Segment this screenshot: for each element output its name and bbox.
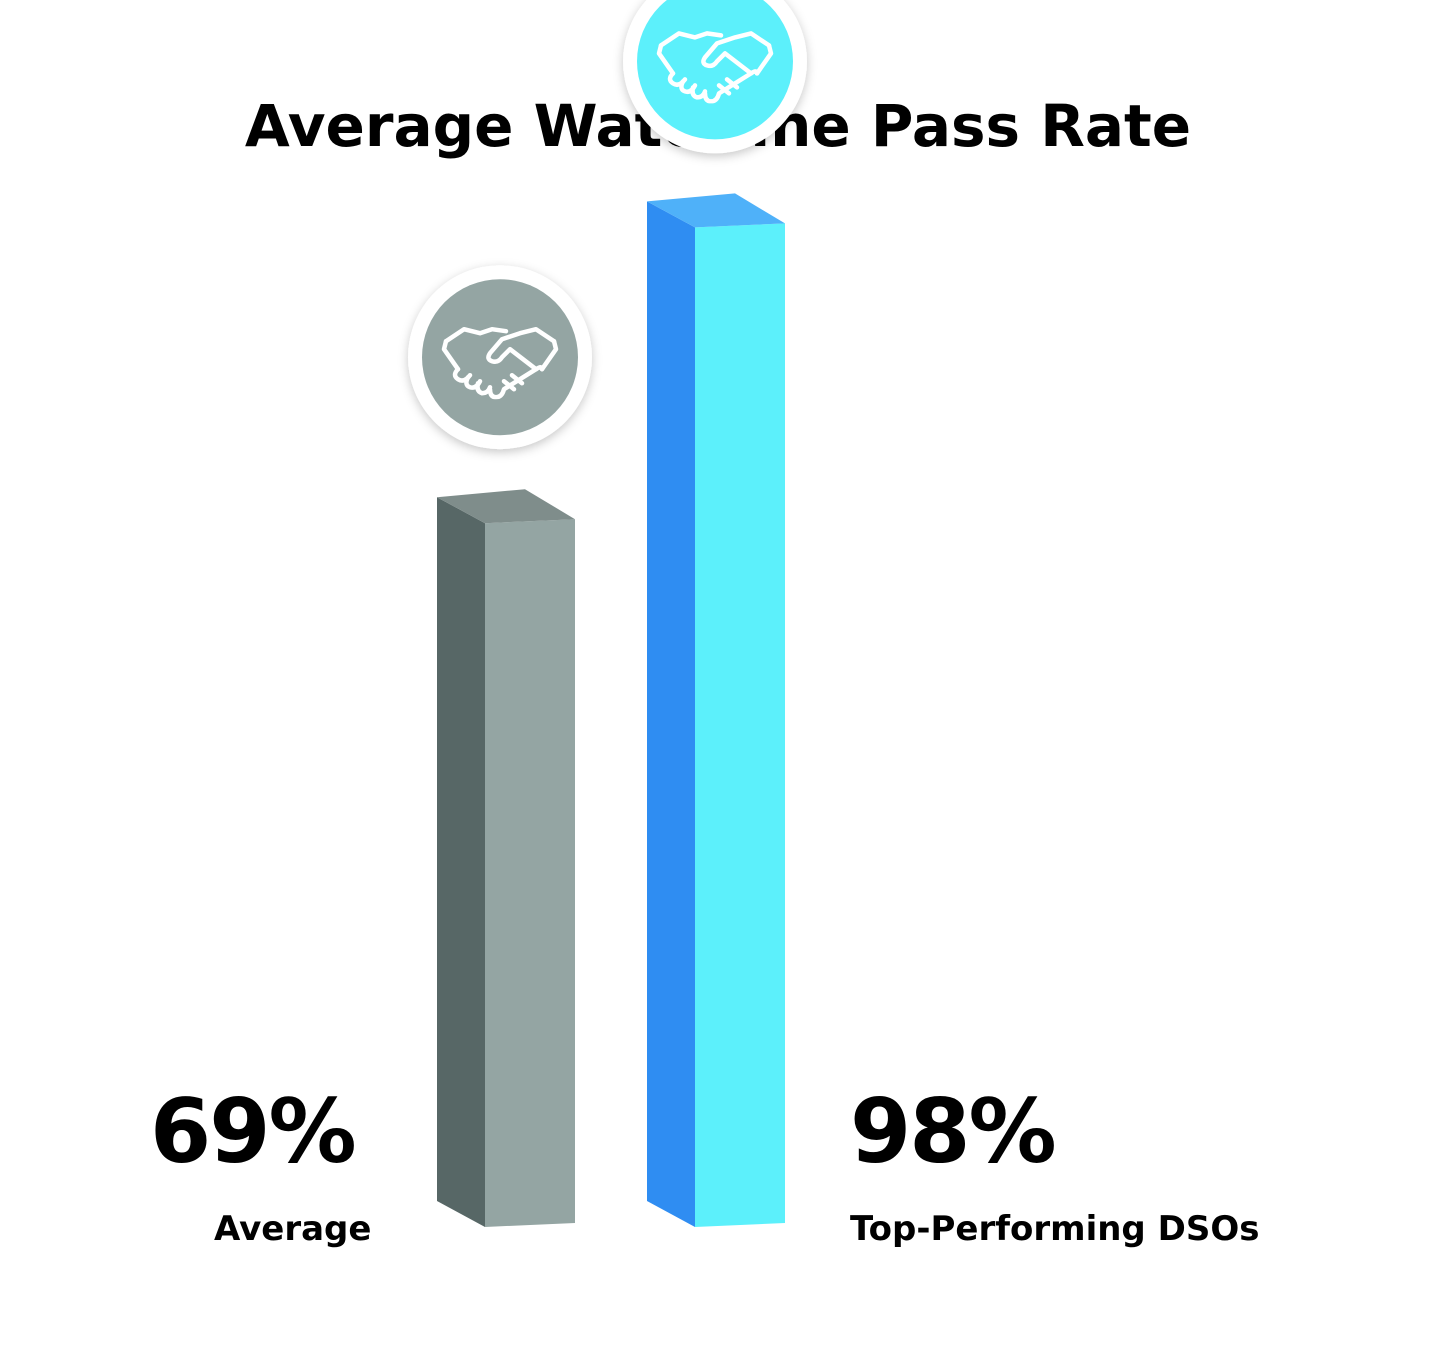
bar-average-top bbox=[437, 489, 575, 524]
bars-group bbox=[437, 193, 785, 1227]
value-label-top-performing: 98% bbox=[850, 1080, 1057, 1183]
handshake-icon bbox=[623, 0, 807, 154]
bar-top-performing bbox=[695, 223, 785, 1227]
handshake-icon bbox=[408, 265, 592, 450]
icons-group bbox=[408, 0, 807, 450]
category-label-top-performing: Top-Performing DSOs bbox=[850, 1209, 1260, 1249]
bar-top-performing-top bbox=[647, 193, 785, 228]
category-label-average: Average bbox=[214, 1209, 372, 1249]
bar-average bbox=[485, 519, 575, 1227]
bar-top-performing-side bbox=[647, 201, 695, 1227]
value-label-average: 69% bbox=[150, 1080, 357, 1183]
bar-average-side bbox=[437, 497, 485, 1227]
